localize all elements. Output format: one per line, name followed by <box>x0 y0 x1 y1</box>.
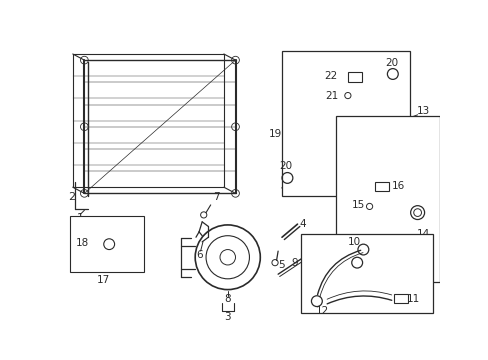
Text: 14: 14 <box>416 229 429 239</box>
Text: 16: 16 <box>391 181 404 192</box>
Bar <box>301 234 432 313</box>
Text: 21: 21 <box>325 91 338 100</box>
Text: 14: 14 <box>364 244 377 255</box>
Text: 20: 20 <box>385 58 398 68</box>
Bar <box>70 216 144 272</box>
Text: 22: 22 <box>324 71 337 81</box>
Text: 5: 5 <box>277 260 284 270</box>
Text: 8: 8 <box>224 294 231 304</box>
Text: 3: 3 <box>224 312 231 322</box>
Text: 18: 18 <box>76 238 89 248</box>
Text: 19: 19 <box>268 129 281 139</box>
Text: 6: 6 <box>195 250 202 260</box>
Text: 2: 2 <box>67 192 75 202</box>
Text: 4: 4 <box>299 219 305 229</box>
Bar <box>336 116 439 282</box>
Text: 9: 9 <box>291 258 298 267</box>
Text: 15: 15 <box>350 200 364 210</box>
Text: 20: 20 <box>279 161 292 171</box>
Bar <box>374 182 388 191</box>
Text: 13: 13 <box>416 106 429 116</box>
Bar <box>347 72 361 82</box>
Text: 10: 10 <box>347 237 360 247</box>
Text: 7: 7 <box>212 192 219 202</box>
Text: 12: 12 <box>315 306 328 316</box>
Bar <box>393 294 407 303</box>
Text: 11: 11 <box>407 294 420 304</box>
Text: 17: 17 <box>97 275 110 285</box>
Text: 1: 1 <box>77 213 84 223</box>
Bar <box>282 51 409 195</box>
